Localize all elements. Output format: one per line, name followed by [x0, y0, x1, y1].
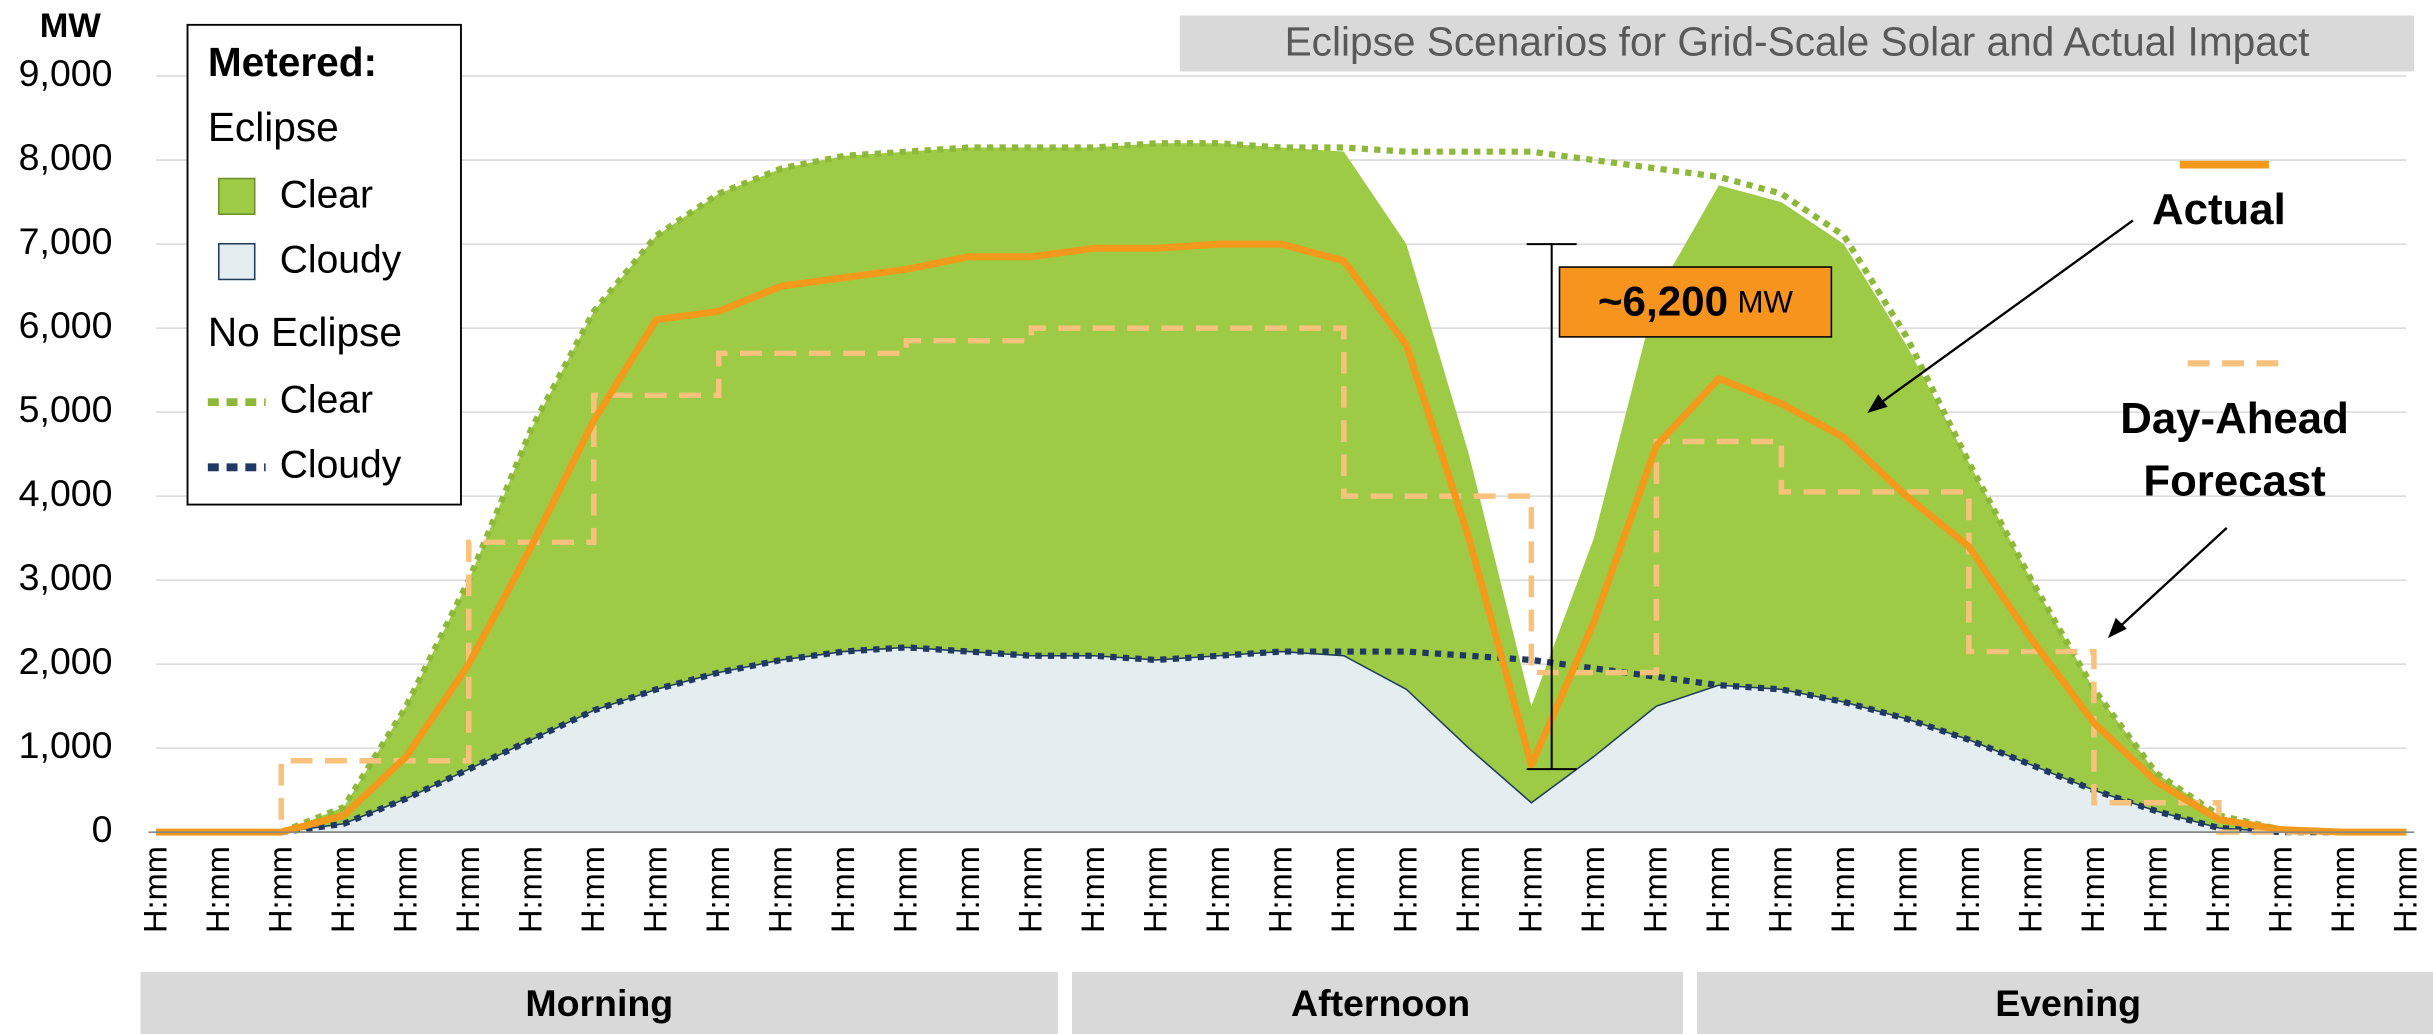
x-tick-label: H:mm [136, 846, 173, 933]
x-tick-label: H:mm [511, 846, 548, 933]
x-tick-label: H:mm [2137, 846, 2174, 933]
actual-line [156, 240, 2407, 836]
x-tick-label: H:mm [1824, 846, 1861, 933]
annotation-unit: MW [1737, 285, 1793, 320]
x-tick-label: H:mm [824, 846, 861, 933]
section-box [140, 971, 1058, 1034]
y-tick-label: 0 [92, 808, 113, 850]
x-tick-label: H:mm [386, 846, 423, 933]
x-tick-label: H:mm [2262, 846, 2299, 933]
x-tick-label: H:mm [1574, 846, 1611, 933]
y-tick-label: 8,000 [19, 136, 113, 178]
x-tick-label: H:mm [324, 846, 361, 933]
section-label: Afternoon [1291, 982, 1470, 1024]
x-tick-label: H:mm [2074, 846, 2111, 933]
x-tick-label: H:mm [949, 846, 986, 933]
legend-group: No Eclipse [208, 309, 402, 355]
x-tick-label: H:mm [1512, 846, 1549, 933]
x-tick-label: H:mm [1136, 846, 1173, 933]
x-tick-label: H:mm [2387, 846, 2424, 933]
dotted-line [156, 140, 2407, 836]
x-tick-label: H:mm [1699, 846, 1736, 933]
legend-label: Cloudy [280, 444, 402, 487]
annotation-text: ~6,200 MW [1598, 277, 1794, 324]
x-tick-label: H:mm [1261, 846, 1298, 933]
chart-title: Eclipse Scenarios for Grid-Scale Solar a… [1285, 19, 2310, 65]
x-tick-label: H:mm [1449, 846, 1486, 933]
annotation-value: ~6,200 [1598, 277, 1728, 324]
arrow-head [1867, 394, 1888, 413]
section-box [1697, 971, 2433, 1034]
axes: 0 1,000 2,000 3,000 4,000 5,000 6,000 7,000 8,00… [19, 52, 2433, 1034]
x-tick-label: H:mm [2012, 846, 2049, 933]
annotations: Actual Day-Ahead Forecast [1867, 160, 2349, 639]
y-tick-label: 5,000 [19, 388, 113, 430]
x-tick-label: H:mm [1324, 846, 1361, 933]
section-label: Morning [525, 982, 673, 1024]
x-tick-label: H:mm [1386, 846, 1423, 933]
arrow [1874, 219, 2134, 408]
y-tick-label: 7,000 [19, 220, 113, 262]
forecast-label: Day-Ahead Forecast [2120, 394, 2349, 505]
x-tick-label: H:mm [1887, 846, 1924, 933]
y-tick-label: 4,000 [19, 472, 113, 514]
x-tick-label: H:mm [1762, 846, 1799, 933]
x-tick-label: H:mm [1199, 846, 1236, 933]
x-tick-label: H:mm [636, 846, 673, 933]
y-tick-label: 6,000 [19, 304, 113, 346]
annotation-box [1558, 266, 1833, 338]
title-box [1179, 15, 2415, 72]
arrow [2114, 527, 2228, 632]
actual-label: Actual [2152, 186, 2286, 234]
legend-swatch [217, 177, 256, 216]
forecast-line [156, 325, 2407, 835]
section-box [1071, 971, 1683, 1034]
x-tick-label: H:mm [699, 846, 736, 933]
x-tick-label: H:mm [1637, 846, 1674, 933]
y-tick-label: 3,000 [19, 556, 113, 598]
x-tick-label: H:mm [886, 846, 923, 933]
x-tick-label: H:mm [2199, 846, 2236, 933]
x-tick-label: H:mm [574, 846, 611, 933]
x-tick-label: H:mm [2324, 846, 2361, 933]
x-tick-label: H:mm [1074, 846, 1111, 933]
plot-area: ~6,200 MW [156, 140, 2407, 836]
x-tick-label: H:mm [761, 846, 798, 933]
legend-label: Clear [280, 378, 373, 421]
legend-title: Metered: [208, 39, 377, 85]
x-tick-label: H:mm [449, 846, 486, 933]
legend: Metered: Eclipse Clear Cloudy No Eclipse Cle… [186, 23, 462, 506]
legend-label: Cloudy [280, 239, 402, 282]
x-tick-label: H:mm [199, 846, 236, 933]
area [156, 143, 2407, 833]
section-label: Evening [1995, 982, 2141, 1024]
x-tick-label: H:mm [1011, 846, 1048, 933]
legend-group: Eclipse [208, 104, 339, 150]
y-tick-label: 1,000 [19, 724, 113, 766]
y-tick-label: 2,000 [19, 640, 113, 682]
x-tick-label: H:mm [1949, 846, 1986, 933]
arrow-head [2107, 617, 2127, 639]
y-axis-label: MW [40, 7, 102, 45]
forecast-label-box: Day-Ahead Forecast [2120, 394, 2349, 505]
legend-swatch [217, 242, 256, 281]
y-tick-label: 9,000 [19, 52, 113, 94]
legend-label: Clear [280, 174, 373, 217]
x-tick-label: H:mm [261, 846, 298, 933]
